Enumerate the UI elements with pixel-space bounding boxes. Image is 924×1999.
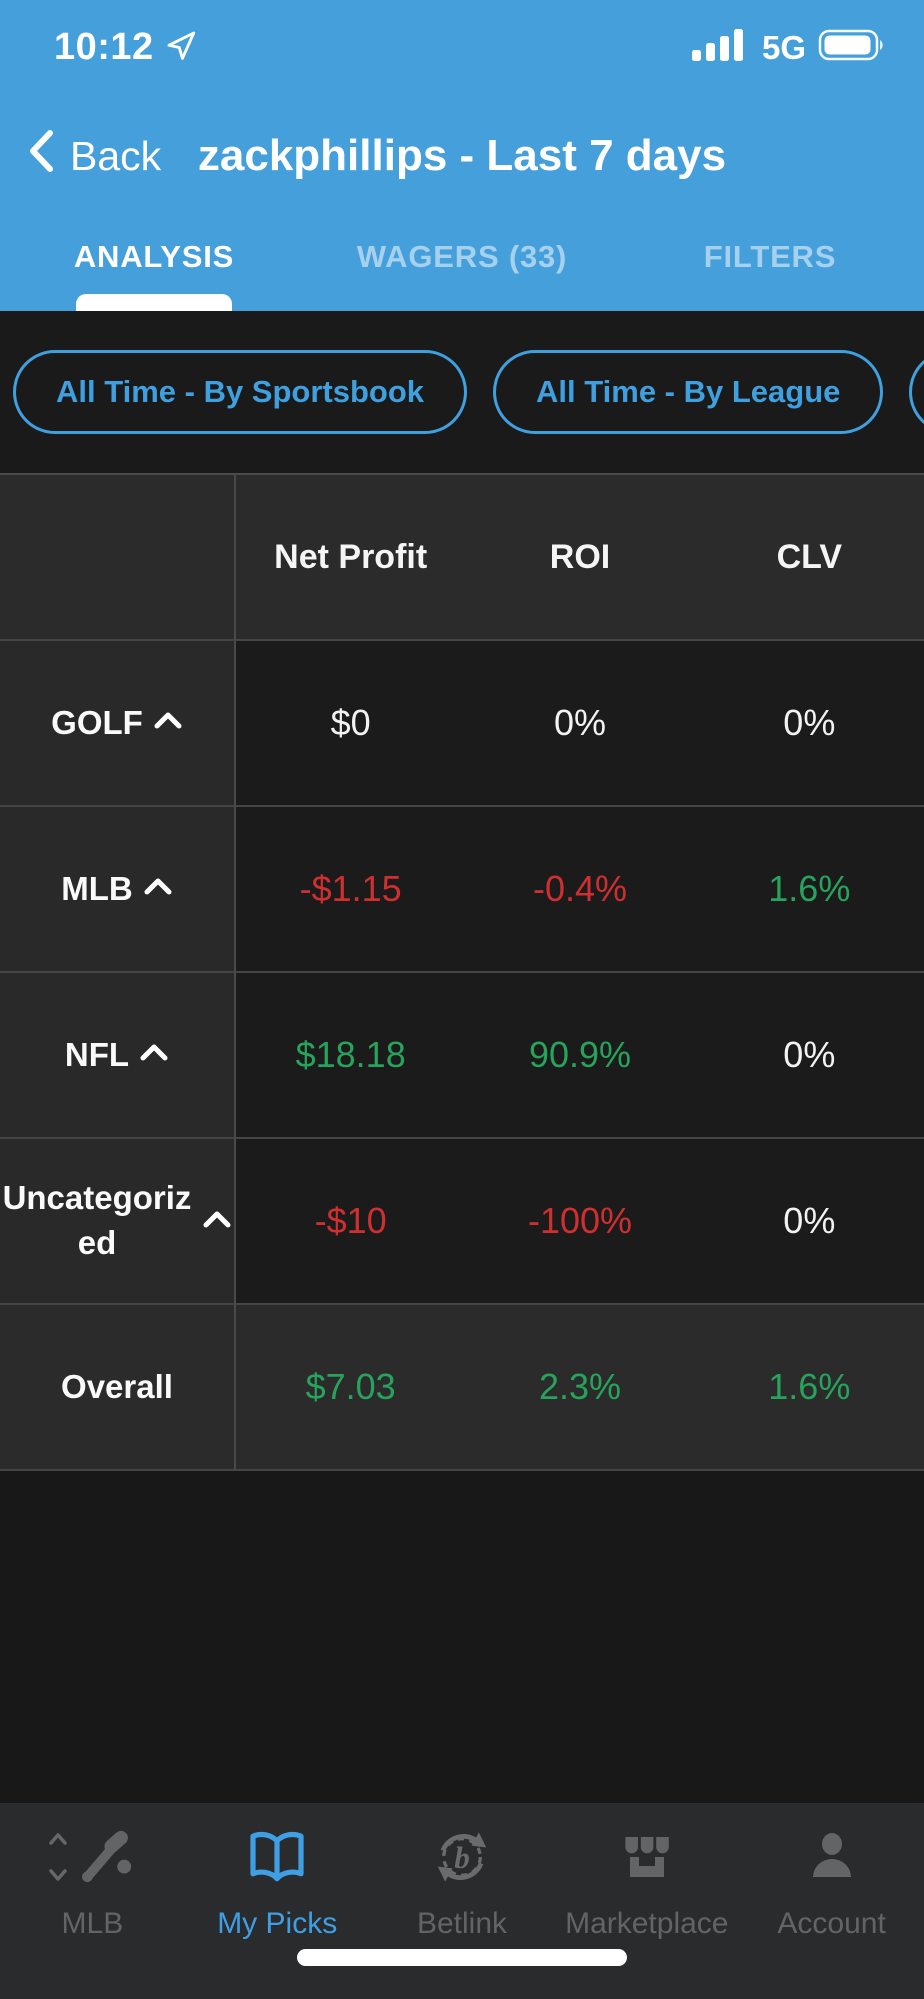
row-label: GOLF [51, 703, 143, 741]
clv-value: 0% [783, 1200, 836, 1241]
column-header-roi: ROI [465, 475, 695, 641]
filter-pill-league[interactable]: All Time - By League [493, 350, 884, 434]
clv-value: 1.6% [768, 1366, 851, 1407]
table-cell: 1.6% [694, 1305, 924, 1471]
signal-strength-icon [690, 26, 750, 69]
betlink-sync-icon: b [429, 1824, 495, 1895]
table-cell: -100% [465, 1139, 695, 1305]
tab-wagers[interactable]: WAGERS (33) [356, 239, 568, 274]
row-label-cell-uncategorized: Uncategorized [0, 1139, 236, 1305]
column-header-label: Net Profit [274, 537, 428, 576]
row-toggle-uncategorized[interactable]: Uncategorized [0, 1176, 234, 1265]
home-indicator[interactable] [297, 1949, 627, 1966]
roi-value: 0% [553, 702, 606, 743]
table-cell: 1.6% [694, 807, 924, 973]
table-cell: $0 [236, 641, 466, 807]
person-icon [800, 1825, 864, 1894]
nav-item-marketplace[interactable]: Marketplace [554, 1803, 739, 1999]
column-header-label: CLV [776, 537, 843, 576]
nav-item-mlb-sport-switcher[interactable]: MLB [0, 1803, 185, 1999]
net-profit-value: $18.18 [295, 1034, 406, 1075]
table-cell: $18.18 [236, 973, 466, 1139]
row-label-cell-mlb: MLB [0, 807, 236, 973]
chevron-up-icon [153, 710, 183, 735]
table-cell: 0% [694, 1139, 924, 1305]
nav-item-my-picks[interactable]: My Picks [185, 1803, 370, 1999]
net-profit-value: -$10 [314, 1200, 387, 1241]
sport-switcher-chevrons-icon [47, 1829, 69, 1890]
filter-pill-sportsbook[interactable]: All Time - By Sportsbook [13, 350, 468, 434]
clv-value: 0% [783, 1034, 836, 1075]
column-header-net-profit: Net Profit [236, 475, 466, 641]
table-cell: -$10 [236, 1139, 466, 1305]
table-cell: 90.9% [465, 973, 695, 1139]
table-cell: 0% [694, 641, 924, 807]
nav-label: MLB [61, 1907, 124, 1940]
net-profit-value: $0 [330, 702, 371, 743]
nav-label: Account [777, 1907, 886, 1940]
roi-value: -0.4% [532, 868, 628, 909]
net-profit-value: -$1.15 [299, 868, 402, 909]
chevron-up-icon [143, 876, 173, 901]
row-label-cell-nfl: NFL [0, 973, 236, 1139]
table-corner-cell [0, 475, 236, 641]
column-header-clv: CLV [694, 475, 924, 641]
table-cell: 2.3% [465, 1305, 695, 1471]
table-cell: -0.4% [465, 807, 695, 973]
chevron-left-icon [26, 128, 56, 184]
clv-value: 1.6% [768, 868, 851, 909]
analysis-table: Net Profit ROI CLV GOLF $0 0% 0% MLB -$1… [0, 473, 924, 1471]
row-label: MLB [61, 869, 133, 907]
row-label-overall: Overall [0, 1365, 234, 1410]
table-cell: -$1.15 [236, 807, 466, 973]
nav-label: Betlink [416, 1907, 508, 1940]
nav-label: Marketplace [565, 1907, 729, 1940]
svg-text:b: b [454, 1840, 470, 1875]
status-bar: 10:12 5G [54, 26, 888, 69]
row-toggle-nfl[interactable]: NFL [0, 1033, 234, 1078]
table-cell: 0% [465, 641, 695, 807]
roi-value: 2.3% [538, 1366, 622, 1407]
filter-pill-row: All Time - By Sportsbook All Time - By L… [0, 311, 924, 473]
nav-label: My Picks [217, 1907, 338, 1940]
tab-analysis[interactable]: ANALYSIS [73, 239, 235, 274]
back-label: Back [70, 132, 162, 179]
row-label-cell-overall: Overall [0, 1305, 236, 1471]
bottom-navigation: MLB My Picks b [0, 1803, 924, 1999]
battery-icon [818, 27, 888, 68]
row-label-cell-golf: GOLF [0, 641, 236, 807]
nav-item-account[interactable]: Account [739, 1803, 924, 1999]
table-cell: $7.03 [236, 1305, 466, 1471]
tab-filters[interactable]: FILTERS [703, 239, 837, 274]
nav-item-betlink[interactable]: b Betlink [370, 1803, 555, 1999]
status-time: 10:12 [54, 26, 154, 68]
clv-value: 0% [783, 702, 836, 743]
row-label: NFL [64, 1035, 130, 1073]
roi-value: 90.9% [528, 1034, 632, 1075]
network-type-label: 5G [761, 28, 806, 66]
row-label: Uncategorized [2, 1179, 192, 1261]
open-book-icon [242, 1825, 312, 1894]
table-cell: 0% [694, 973, 924, 1139]
row-toggle-golf[interactable]: GOLF [0, 701, 234, 746]
tab-bar: ANALYSIS WAGERS (33) FILTERS [0, 233, 924, 311]
back-button[interactable]: Back [26, 128, 161, 184]
row-toggle-mlb[interactable]: MLB [0, 867, 234, 912]
baseball-bat-icon [73, 1825, 137, 1894]
active-tab-indicator [76, 294, 232, 311]
roi-value: -100% [527, 1200, 633, 1241]
net-profit-value: $7.03 [305, 1366, 396, 1407]
location-arrow-icon [164, 28, 198, 67]
header-nav-row: zackphillips - Last 7 days Back [0, 118, 924, 194]
chevron-up-icon [202, 1209, 232, 1234]
row-label: Overall [61, 1367, 173, 1405]
column-header-label: ROI [549, 537, 611, 576]
page-title: zackphillips - Last 7 days [197, 131, 727, 180]
storefront-icon [615, 1825, 679, 1894]
app-header: 10:12 5G [0, 0, 924, 311]
filter-pill-partial[interactable] [909, 350, 924, 434]
chevron-up-icon [139, 1042, 169, 1067]
